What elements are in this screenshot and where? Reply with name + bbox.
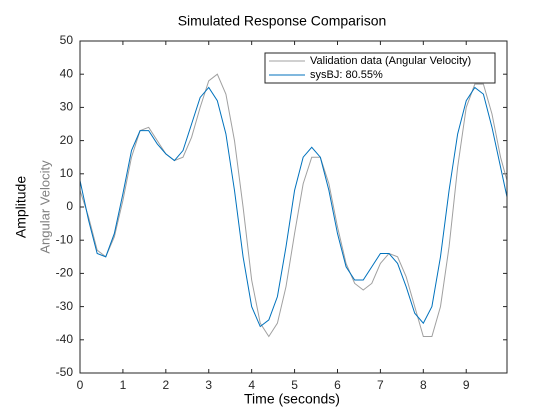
y-tick-label: 10 (60, 166, 74, 180)
x-tick-label: 3 (205, 378, 212, 392)
plot-frame (79, 40, 508, 374)
series-line (80, 73, 507, 338)
x-tick-label: 5 (291, 378, 298, 392)
x-tick-label: 1 (120, 378, 127, 392)
legend-box (264, 52, 496, 84)
y-tick-label: 30 (60, 100, 74, 114)
y-tick-label: -20 (56, 266, 74, 280)
x-tick-label: 2 (162, 378, 169, 392)
y-tick-label: 40 (60, 66, 74, 80)
x-tick-label: 4 (248, 378, 255, 392)
chart-title: Simulated Response Comparison (178, 13, 387, 29)
legend-label: sysBJ: 80.55% (310, 69, 383, 81)
legend-label: Validation data (Angular Velocity) (310, 55, 471, 67)
y-axis-sublabel: Angular Velocity (37, 160, 52, 254)
y-tick-label: 20 (60, 133, 74, 147)
x-tick-label: 8 (420, 378, 427, 392)
x-tick-label: 6 (334, 378, 341, 392)
y-tick-label: -50 (56, 365, 74, 379)
y-axis-label: Amplitude (13, 176, 29, 238)
x-axis-label: Time (seconds) (244, 391, 340, 407)
series-line (80, 86, 507, 328)
y-tick-label: -30 (56, 299, 74, 313)
x-tick-label: 7 (377, 378, 384, 392)
y-tick-label: -10 (56, 232, 74, 246)
x-tick-label: 9 (463, 378, 470, 392)
y-tick-label: 50 (60, 33, 74, 47)
y-tick-label: 0 (66, 199, 73, 213)
y-tick-label: -40 (56, 332, 74, 346)
x-tick-label: 0 (77, 378, 84, 392)
